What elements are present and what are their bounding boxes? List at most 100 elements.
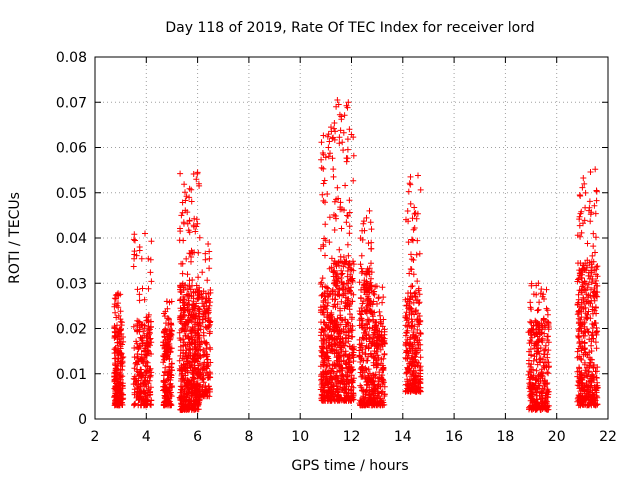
data-point: [361, 227, 368, 234]
data-point: [197, 370, 204, 377]
data-point: [587, 315, 594, 322]
data-point: [581, 180, 588, 187]
data-point: [338, 116, 345, 123]
data-point: [409, 283, 416, 289]
data-point: [185, 335, 192, 342]
data-point: [589, 252, 596, 259]
data-point: [575, 333, 581, 339]
data-point: [327, 150, 333, 157]
data-point: [584, 240, 591, 247]
data-point: [339, 365, 346, 372]
data-point: [320, 335, 327, 342]
data-point: [200, 347, 207, 354]
data-point: [197, 371, 204, 378]
data-point: [575, 296, 582, 303]
data-point: [347, 276, 354, 283]
data-point: [342, 360, 349, 367]
data-point: [527, 363, 534, 370]
data-point: [330, 370, 337, 376]
data-point: [357, 344, 364, 351]
data-point: [345, 320, 352, 327]
data-point: [359, 334, 366, 341]
data-point: [575, 260, 581, 267]
data-point: [336, 327, 343, 333]
data-point: [379, 376, 386, 383]
data-point: [195, 313, 202, 320]
data-point: [364, 316, 371, 323]
data-point: [591, 297, 598, 304]
data-point: [134, 286, 141, 293]
data-point: [575, 326, 582, 333]
data-point: [344, 374, 351, 380]
data-point: [405, 290, 411, 297]
data-point: [417, 186, 424, 193]
data-point: [161, 328, 167, 335]
data-point: [381, 350, 388, 357]
data-point: [363, 336, 370, 343]
data-point: [580, 282, 587, 288]
data-point: [320, 357, 327, 364]
data-point: [578, 229, 585, 236]
data-point: [584, 311, 591, 318]
data-point: [332, 288, 339, 295]
data-point: [114, 358, 121, 365]
y-tick-label: 0.01: [56, 367, 87, 383]
data-point: [341, 260, 348, 267]
data-point: [148, 278, 155, 285]
data-point: [411, 204, 418, 211]
data-point: [116, 380, 122, 387]
data-point: [186, 194, 193, 201]
data-point: [317, 245, 324, 252]
data-point: [543, 364, 550, 371]
data-point: [344, 319, 351, 326]
x-tick-label: 14: [394, 429, 412, 445]
data-point: [593, 197, 600, 204]
data-point: [201, 359, 208, 366]
data-point: [405, 383, 412, 390]
data-point: [593, 271, 599, 278]
data-point: [321, 393, 328, 400]
data-point: [408, 251, 414, 258]
data-point: [190, 288, 197, 295]
data-point: [368, 275, 374, 282]
data-point: [579, 275, 585, 282]
data-point: [345, 280, 352, 287]
data-point: [337, 336, 344, 343]
data-point: [578, 372, 585, 379]
data-point: [582, 189, 589, 196]
data-point: [336, 246, 343, 253]
data-point: [362, 388, 368, 395]
data-point: [536, 299, 543, 306]
data-point: [345, 389, 352, 396]
data-point: [146, 329, 153, 336]
data-point: [111, 378, 118, 385]
data-point: [347, 364, 354, 370]
data-point: [583, 298, 589, 305]
data-point: [131, 389, 138, 396]
data-point: [320, 132, 327, 139]
data-point: [131, 401, 138, 408]
data-point: [146, 392, 153, 398]
data-point: [195, 332, 201, 339]
data-point: [331, 301, 338, 308]
data-point: [318, 319, 324, 326]
data-point: [544, 311, 551, 318]
data-point: [333, 380, 340, 387]
y-tick-label: 0.06: [56, 141, 87, 157]
data-point: [112, 386, 119, 393]
data-point: [581, 267, 588, 273]
data-point: [193, 176, 200, 183]
data-point: [574, 302, 581, 308]
data-point: [147, 330, 153, 337]
data-point: [321, 293, 328, 300]
data-point: [405, 350, 412, 357]
data-point: [582, 396, 589, 403]
data-point: [581, 384, 588, 391]
data-point: [546, 363, 552, 370]
data-point: [206, 265, 213, 272]
data-point: [414, 326, 421, 333]
data-point: [326, 388, 333, 394]
data-point: [415, 310, 421, 317]
data-point: [188, 198, 195, 205]
data-point: [350, 261, 357, 268]
